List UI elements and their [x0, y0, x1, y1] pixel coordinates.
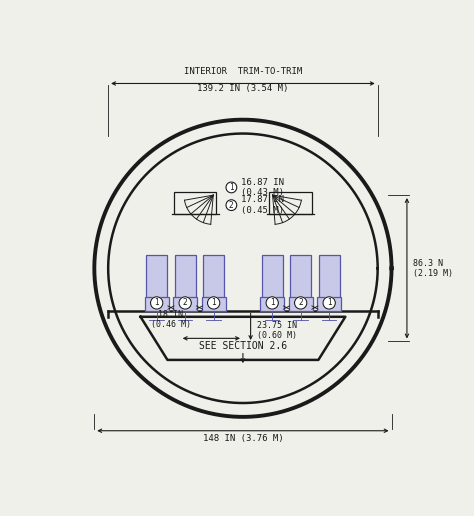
Circle shape — [323, 297, 335, 309]
Text: 23.75 IN
(0.60 M): 23.75 IN (0.60 M) — [257, 321, 297, 341]
Bar — [270, 192, 312, 214]
Circle shape — [151, 297, 163, 309]
Text: 148 IN (3.76 M): 148 IN (3.76 M) — [202, 434, 283, 443]
Bar — [202, 297, 226, 311]
Circle shape — [226, 200, 237, 211]
Bar — [262, 255, 283, 309]
Text: 2: 2 — [183, 298, 188, 308]
Bar — [290, 255, 311, 309]
Bar — [260, 297, 284, 311]
Text: 18 IN
(0.46 M): 18 IN (0.46 M) — [151, 310, 191, 329]
Bar — [174, 192, 216, 214]
Bar — [175, 255, 196, 309]
Text: INTERIOR  TRIM-TO-TRIM: INTERIOR TRIM-TO-TRIM — [184, 67, 302, 76]
Text: SEE SECTION 2.6: SEE SECTION 2.6 — [199, 341, 287, 351]
Text: 17.87 IN
(0.45 M): 17.87 IN (0.45 M) — [241, 196, 283, 215]
Circle shape — [266, 297, 278, 309]
Text: 139.2 IN (3.54 M): 139.2 IN (3.54 M) — [197, 84, 289, 93]
Bar — [203, 255, 224, 309]
Text: 2: 2 — [229, 201, 234, 209]
Bar — [146, 255, 167, 309]
Circle shape — [208, 297, 220, 309]
Bar — [319, 255, 339, 309]
Text: 1: 1 — [327, 298, 331, 308]
Text: 86.3 N
(2.19 M): 86.3 N (2.19 M) — [413, 259, 453, 278]
Circle shape — [179, 297, 191, 309]
Text: 1: 1 — [155, 298, 159, 308]
Text: 1: 1 — [270, 298, 274, 308]
Circle shape — [294, 297, 307, 309]
Bar — [173, 297, 197, 311]
Text: 16.87 IN
(0.43 M): 16.87 IN (0.43 M) — [241, 178, 283, 197]
Text: 1: 1 — [211, 298, 216, 308]
Bar — [289, 297, 313, 311]
Bar — [317, 297, 341, 311]
Text: 2: 2 — [298, 298, 303, 308]
Bar — [145, 297, 169, 311]
Text: 1: 1 — [229, 183, 234, 192]
Circle shape — [226, 182, 237, 193]
